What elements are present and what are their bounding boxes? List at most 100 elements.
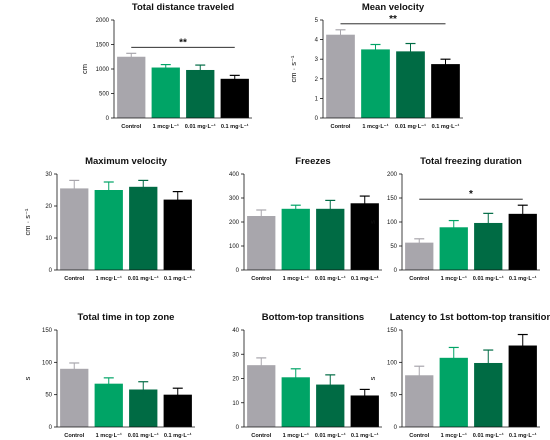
category-label: 0.01 mg·L⁻¹	[128, 432, 159, 439]
chart-panel-1: Total distance traveled 0 500 1000 1500 2000 c…	[80, 2, 252, 130]
category-label: 0.1 mg·L⁻¹	[509, 432, 537, 439]
category-label: 1 mcg·L⁻¹	[96, 275, 122, 282]
category-label: 0.01 mg·L⁻¹	[473, 432, 504, 439]
chart-panel-6: Total time in top zone 0 50 100 150 s Control 1…	[23, 312, 195, 439]
y-tick-label: 400	[229, 172, 240, 178]
bar-1	[405, 375, 434, 427]
bar-3	[396, 51, 425, 118]
bar-3	[129, 186, 158, 270]
y-tick-label: 0	[49, 268, 53, 274]
chart-title: Total distance traveled	[132, 2, 234, 13]
chart-title: Maximum velocity	[85, 156, 168, 167]
y-tick-label: 300	[229, 196, 240, 202]
bar-3	[186, 69, 215, 118]
y-tick-label: 150	[387, 328, 398, 334]
y-tick-label: 100	[387, 220, 398, 226]
category-label: 0.01 mg·L⁻¹	[315, 432, 346, 439]
y-tick-label: 30	[232, 352, 239, 358]
category-label: 0.1 mg·L⁻¹	[509, 275, 537, 282]
category-label: Control	[409, 433, 429, 439]
bar-4	[431, 64, 460, 118]
bar-2	[281, 208, 310, 270]
y-tick-label: 0	[394, 268, 398, 274]
y-axis-label: cm	[80, 64, 89, 74]
y-tick-label: 150	[42, 328, 53, 334]
bar-4	[163, 199, 192, 270]
y-tick-label: 0	[394, 425, 398, 431]
category-label: 0.1 mg·L⁻¹	[432, 123, 460, 130]
category-label: Control	[121, 124, 141, 130]
chart-title: Freezes	[295, 156, 330, 167]
bar-3	[474, 222, 503, 270]
category-label: 1 mcg·L⁻¹	[283, 275, 309, 282]
chart-title: Latency to 1st bottom-top transition	[390, 312, 550, 323]
category-label: Control	[251, 433, 271, 439]
y-tick-label: 20	[45, 204, 52, 210]
category-label: Control	[64, 433, 84, 439]
category-label: 1 mcg·L⁻¹	[362, 123, 388, 130]
y-tick-label: 20	[232, 377, 239, 383]
y-tick-label: 50	[390, 244, 397, 250]
category-label: Control	[409, 276, 429, 282]
y-tick-label: 30	[45, 172, 52, 178]
y-tick-label: 1500	[96, 43, 110, 49]
category-label: 1 mcg·L⁻¹	[96, 432, 122, 439]
y-tick-label: 1	[315, 96, 319, 102]
bar-1	[405, 242, 434, 270]
chart-panel-3: Maximum velocity 0 10 20 30 cm · s⁻¹ Control 1 …	[23, 156, 195, 282]
category-label: 0.01 mg·L⁻¹	[315, 275, 346, 282]
category-label: Control	[331, 124, 351, 130]
chart-title: Bottom-top transitions	[262, 312, 364, 323]
chart-panel-5: Total freezing duration 0 50 100 150 200 s Cont…	[368, 156, 540, 282]
bar-2	[361, 49, 390, 118]
bar-1	[117, 56, 146, 118]
category-label: 0.01 mg·L⁻¹	[128, 275, 159, 282]
y-tick-label: 50	[390, 393, 397, 399]
chart-title: Total time in top zone	[78, 312, 175, 323]
y-tick-label: 0	[315, 116, 319, 122]
bar-3	[129, 389, 158, 427]
y-tick-label: 3	[315, 57, 319, 63]
y-tick-label: 0	[236, 268, 240, 274]
y-tick-label: 0	[106, 116, 110, 122]
y-tick-label: 4	[315, 38, 319, 44]
bar-2	[439, 227, 468, 270]
y-axis-label: cm · s⁻¹	[23, 208, 32, 235]
category-label: 0.1 mg·L⁻¹	[351, 432, 379, 439]
y-tick-label: 10	[45, 236, 52, 242]
bar-3	[316, 384, 345, 427]
y-tick-label: 100	[42, 360, 53, 366]
category-label: 1 mcg·L⁻¹	[441, 432, 467, 439]
chart-title: Mean velocity	[362, 2, 425, 13]
y-tick-label: 200	[229, 220, 240, 226]
significance-label: **	[389, 14, 397, 25]
bar-4	[508, 345, 537, 427]
chart-title: Total freezing duration	[420, 156, 522, 167]
category-label: 0.01 mg·L⁻¹	[185, 123, 216, 130]
bar-4	[508, 213, 537, 270]
significance-label: *	[469, 189, 473, 200]
chart-panel-4: Freezes 0 100 200 300 400 Control 1 mcg·L⁻¹ 0.01…	[229, 156, 382, 282]
y-tick-label: 1000	[96, 67, 110, 73]
category-label: 0.01 mg·L⁻¹	[473, 275, 504, 282]
bar-2	[439, 357, 468, 427]
bar-4	[220, 78, 249, 118]
y-tick-label: 0	[236, 425, 240, 431]
y-tick-label: 100	[387, 360, 398, 366]
category-label: 0.1 mg·L⁻¹	[221, 123, 249, 130]
category-label: 0.1 mg·L⁻¹	[164, 275, 192, 282]
bar-2	[94, 383, 123, 427]
bar-3	[316, 208, 345, 270]
significance-label: **	[179, 37, 187, 48]
bar-1	[326, 34, 355, 119]
bar-3	[474, 362, 503, 427]
category-label: Control	[251, 276, 271, 282]
category-label: 0.1 mg·L⁻¹	[164, 432, 192, 439]
bar-2	[94, 190, 123, 270]
bar-1	[60, 188, 89, 270]
category-label: 1 mcg·L⁻¹	[283, 432, 309, 439]
bar-4	[350, 203, 379, 270]
y-tick-label: 40	[232, 328, 239, 334]
category-label: 0.01 mg·L⁻¹	[395, 123, 426, 130]
